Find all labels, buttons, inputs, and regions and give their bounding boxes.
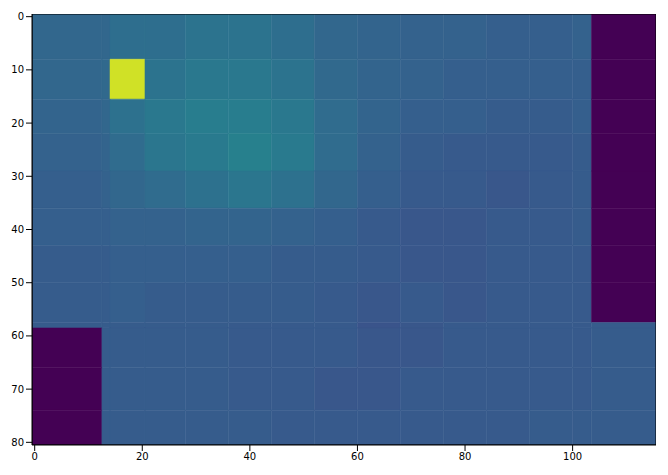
svg-text:30: 30 — [11, 171, 24, 182]
svg-text:40: 40 — [243, 451, 256, 462]
svg-text:20: 20 — [11, 118, 24, 129]
svg-text:80: 80 — [459, 451, 472, 462]
svg-text:70: 70 — [11, 384, 24, 395]
svg-text:50: 50 — [11, 277, 24, 288]
svg-text:80: 80 — [11, 437, 24, 448]
svg-text:20: 20 — [136, 451, 149, 462]
svg-text:10: 10 — [11, 64, 24, 75]
svg-text:60: 60 — [351, 451, 364, 462]
svg-text:100: 100 — [563, 451, 582, 462]
svg-text:0: 0 — [32, 451, 38, 462]
svg-text:60: 60 — [11, 330, 24, 341]
svg-text:40: 40 — [11, 224, 24, 235]
svg-text:0: 0 — [18, 11, 24, 22]
